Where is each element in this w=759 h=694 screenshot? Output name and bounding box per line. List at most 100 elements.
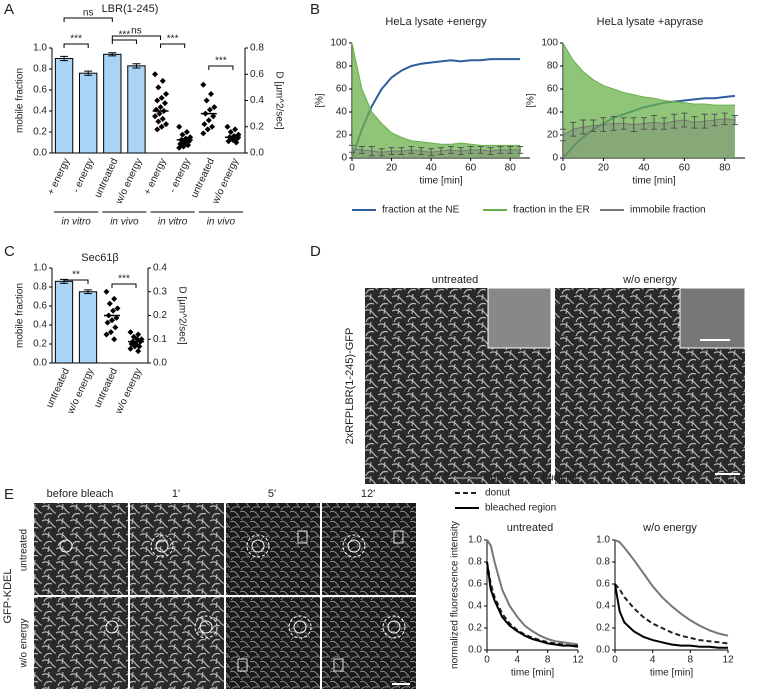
error-bar	[428, 148, 435, 157]
data-point	[163, 121, 170, 128]
data-point	[111, 336, 118, 343]
column-label: 5'	[268, 488, 276, 500]
data-point	[183, 129, 190, 135]
error-bar	[610, 116, 617, 131]
line	[562, 118, 735, 136]
error-bar	[60, 55, 69, 62]
inset	[487, 287, 552, 349]
data-point	[206, 106, 213, 113]
y-tick-label: 20	[547, 130, 559, 141]
significance-label: ***	[167, 34, 179, 45]
data-point	[224, 123, 231, 130]
significance-bracket	[63, 17, 113, 22]
y2-axis-label: D [µm^2/sec]	[176, 286, 187, 344]
group-label: in vivo	[110, 217, 139, 228]
y-tick-label: 0.0	[33, 148, 47, 159]
y-tick-label: 80	[547, 61, 559, 72]
error-bar	[349, 144, 355, 153]
x-tick-label: 40	[426, 163, 438, 174]
column-label: 12'	[361, 488, 375, 500]
data-point	[107, 329, 114, 336]
data-point	[135, 331, 142, 338]
data-point	[225, 138, 232, 145]
data-point	[131, 343, 138, 350]
micrograph	[226, 597, 320, 689]
error-bar	[467, 146, 474, 154]
data-point	[161, 100, 168, 107]
error-bar	[487, 147, 494, 156]
y-tick-label: 0.6	[596, 579, 610, 590]
bleach-roi	[293, 620, 307, 634]
x-tick-label: 12	[572, 655, 584, 666]
data-point	[106, 300, 113, 307]
y-tick-label: 0.2	[596, 623, 610, 634]
data-point	[205, 117, 212, 124]
error-bar	[388, 147, 395, 156]
error-bar	[640, 117, 647, 130]
y-tick-label: 0.4	[33, 106, 47, 117]
x-tick-label: 0	[560, 163, 566, 174]
data-point	[184, 142, 191, 149]
group-label: in vitro	[61, 217, 91, 228]
y-tick-label: 0.2	[468, 623, 482, 634]
error-bar	[378, 148, 385, 157]
x-tick-label: 80	[505, 163, 517, 174]
donut-roi	[150, 534, 174, 558]
data-point	[152, 113, 159, 120]
data-point	[210, 113, 217, 120]
bar	[79, 72, 98, 154]
x-tick-label: 20	[598, 163, 610, 174]
micrograph	[130, 503, 224, 595]
data-point	[203, 97, 210, 104]
significance-bracket	[208, 65, 234, 70]
y-axis-label: [%]	[315, 93, 326, 108]
y-tick-label: 60	[336, 84, 348, 95]
y-tick-label: 0	[341, 153, 347, 164]
y-tick-label: 1.0	[33, 263, 47, 274]
data-point	[152, 71, 159, 78]
data-point	[211, 104, 218, 111]
bleach-roi	[347, 539, 361, 553]
reference-roi	[237, 658, 248, 672]
x-tick-label: 0	[612, 655, 618, 666]
micrograph	[34, 597, 128, 689]
y-tick-label: 1.0	[468, 535, 482, 546]
bar	[127, 65, 146, 154]
error-bar	[368, 146, 375, 157]
y-tick-label: 0.4	[596, 601, 610, 612]
significance-bracket	[111, 35, 162, 40]
data-point	[180, 143, 187, 150]
data-point	[233, 139, 240, 146]
y-tick-label: 0.6	[468, 579, 482, 590]
error-bar	[132, 63, 141, 69]
data-point	[155, 118, 162, 125]
panel-label: C	[4, 243, 15, 260]
y2-tick-label: 0.1	[153, 334, 167, 345]
x-tick-label: 60	[465, 163, 477, 174]
x-tick-label: 20	[386, 163, 398, 174]
data-point	[111, 295, 118, 302]
column-label: 1'	[172, 488, 180, 500]
x-tick-label: untreated	[93, 157, 121, 200]
bar	[103, 53, 122, 154]
y2-tick-label: 0.0	[250, 148, 264, 159]
error-bar	[570, 121, 577, 137]
legend-label: bleached region	[485, 503, 556, 514]
row-label: w/o energy	[19, 619, 30, 669]
micrograph	[34, 503, 128, 595]
data-point	[179, 131, 186, 138]
data-point	[159, 77, 166, 84]
error-bar	[418, 147, 425, 156]
y-tick-label: 0.4	[33, 320, 47, 331]
reference-roi	[393, 530, 404, 544]
donut-roi	[288, 615, 312, 639]
error-bar	[358, 146, 365, 154]
data-point	[232, 126, 239, 133]
error-bar	[681, 112, 688, 128]
y-tick-label: 100	[541, 38, 558, 49]
chart-title: LBR(1-245)	[102, 3, 159, 15]
y-axis-label: normalized fluorescence intensity	[450, 521, 461, 669]
group-label: in vitro	[158, 217, 188, 228]
y2-tick-label: 0.2	[153, 310, 167, 321]
panel-label: E	[4, 486, 14, 503]
